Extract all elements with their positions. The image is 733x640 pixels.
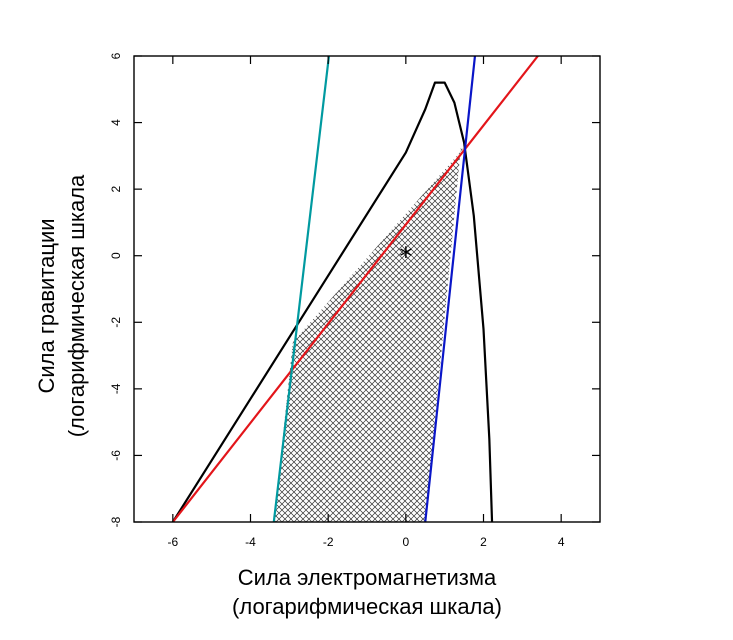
series-line-1 bbox=[171, 81, 494, 522]
y-tick-label: -4 bbox=[109, 383, 123, 394]
series-line-3 bbox=[424, 56, 477, 522]
series-line-2 bbox=[171, 56, 539, 522]
x-tick-label: -6 bbox=[167, 535, 178, 549]
x-axis-subtitle: (логарифмическая шкала) bbox=[232, 594, 502, 619]
x-tick-label: 4 bbox=[558, 535, 565, 549]
y-tick-label: -6 bbox=[109, 450, 123, 461]
x-tick-label: -2 bbox=[323, 535, 334, 549]
y-tick-label: 4 bbox=[109, 119, 123, 126]
y-tick-label: 6 bbox=[109, 52, 123, 59]
y-tick-label: 0 bbox=[109, 252, 123, 259]
y-tick-label: -8 bbox=[109, 516, 123, 527]
series-line-4 bbox=[272, 56, 331, 522]
plot-frame bbox=[133, 55, 601, 523]
y-axis-title: Сила гравитации bbox=[34, 218, 59, 393]
x-tick-label: 0 bbox=[402, 535, 409, 549]
y-axis-subtitle: (логарифмическая шкала bbox=[64, 174, 89, 437]
y-tick-label: 2 bbox=[109, 185, 123, 192]
data-marker: * bbox=[399, 243, 412, 273]
x-tick-label: -4 bbox=[245, 535, 256, 549]
y-tick-label: -2 bbox=[109, 317, 123, 328]
x-axis-title: Сила электромагнетизма bbox=[238, 565, 497, 590]
x-tick-label: 2 bbox=[480, 535, 487, 549]
hatched-region bbox=[273, 145, 466, 522]
